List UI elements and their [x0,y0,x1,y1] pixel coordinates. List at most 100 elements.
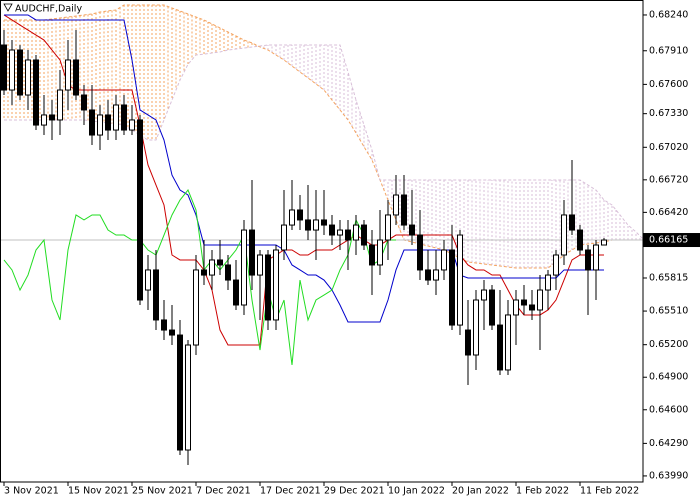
candle-body [273,249,279,321]
candle-body [217,259,223,266]
x-tick-label: 25 Nov 2021 [132,486,193,497]
candle-body [537,289,543,311]
y-tick-label: 0.64900 [649,372,688,383]
candle-body [377,239,383,266]
cloud-span [4,4,643,269]
candle-body [289,209,295,226]
candle-body [145,269,151,291]
candle-body [521,299,527,306]
candle-body [297,209,303,221]
x-tick-label: 17 Dec 2021 [260,486,321,497]
candle-body [457,234,463,326]
y-tick-label: 0.66720 [649,174,688,185]
candle-body [105,114,111,131]
candle-body [553,254,559,276]
candle-body [345,229,351,241]
candle-body [233,279,239,306]
candle-body [489,289,495,326]
candle-body [497,324,503,371]
y-tick-label: 0.63990 [649,470,688,481]
x-tick-label: 10 Jan 2022 [388,486,445,497]
candle-body [57,89,63,121]
candle-body [257,254,263,276]
candle-body [1,44,7,91]
indicator-line [3,189,396,366]
candle-body [89,109,95,136]
candle-body [113,104,119,131]
candle-body [185,344,191,451]
plot-area [0,4,643,465]
y-tick-label: 0.64290 [649,438,688,449]
candle-body [161,319,167,331]
candle-body [433,269,439,281]
candle-body [121,104,127,131]
candle-body [337,229,343,236]
x-tick-label: 20 Jan 2022 [452,486,509,497]
chart-title: AUDCHF,Daily [15,4,82,15]
candle-body [393,194,399,216]
candle-body [449,249,455,326]
candle-body [241,229,247,306]
candle-body [281,224,287,251]
y-tick-label: 0.67600 [649,79,688,90]
candle-body [33,59,39,126]
candle-body [73,59,79,96]
candle-body [529,304,535,311]
axes: 0.68240 0.67910 0.67600 0.67330 0.67020 0.667… [3,9,700,497]
candle-body [505,314,511,371]
candle-body [25,59,31,96]
y-tick-label: 0.67910 [649,45,688,56]
candle-body [49,114,55,121]
y-tick-label: 0.67020 [649,142,688,153]
x-tick-label: 11 Feb 2022 [580,486,639,497]
candle-body [265,254,271,321]
candle-body [593,244,599,271]
x-tick-label: 29 Dec 2021 [324,486,385,497]
candle-body [441,249,447,271]
candle-body [137,119,143,301]
x-tick-label: 15 Nov 2021 [68,486,129,497]
candle-body [177,334,183,451]
y-tick-label: 0.64600 [649,404,688,415]
x-tick-label: 1 Feb 2022 [516,486,569,497]
candle-body [209,259,215,276]
candle-body [321,219,327,226]
y-tick-label: 0.65510 [649,306,688,317]
candle-body [409,224,415,236]
y-tick-label: 0.66420 [649,207,688,218]
candle-body [169,329,175,336]
candle-body [305,219,311,231]
candle-body [513,299,519,316]
candle-body [361,224,367,246]
candle-body [417,234,423,271]
candle-body [577,229,583,251]
candle-body [9,49,15,91]
candle-body [585,249,591,271]
candle-body [249,229,255,276]
indicator-line [4,14,604,323]
candle-body [545,274,551,291]
candle-body [385,214,391,241]
candle-body [225,264,231,281]
candle-body [313,219,319,231]
candle-body [329,224,335,236]
candle-body [401,194,407,226]
y-tick-label: 0.67330 [649,108,688,119]
candle-body [81,94,87,111]
candle-body [129,119,135,131]
candle-body [201,269,207,276]
candle-body [369,244,375,266]
indicator-line [3,14,604,346]
last-price-label: 0.66165 [649,235,688,246]
candle-body [353,224,359,241]
x-tick-label: 7 Dec 2021 [196,486,251,497]
y-tick-label: 0.65815 [649,272,688,283]
candle-body [425,269,431,281]
y-tick-label: 0.68240 [649,9,688,20]
candle-body [569,214,575,231]
last-price-box [643,233,700,248]
candle-body [481,289,487,301]
